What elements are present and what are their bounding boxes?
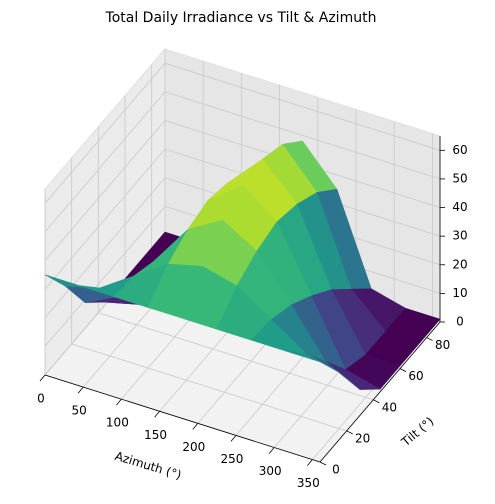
x-tick-label: 100	[106, 416, 129, 430]
x-tick	[230, 435, 237, 442]
x-tick-label: 250	[221, 452, 244, 466]
axis-line	[319, 321, 441, 463]
y-tick	[426, 337, 433, 341]
z-tick-label: 30	[452, 229, 467, 243]
z-grid-line	[44, 91, 166, 233]
x-tick	[39, 374, 46, 382]
z-grid-line	[44, 206, 166, 347]
z-tick-label: 60	[452, 143, 467, 157]
z-tick-label: 50	[452, 171, 467, 185]
y-tick-label: 40	[382, 400, 397, 414]
z-grid-line	[44, 120, 166, 261]
y-tick-label: 80	[435, 338, 450, 352]
x-tick	[77, 386, 84, 394]
y-tick	[373, 399, 380, 404]
y-tick	[319, 461, 327, 466]
z-grid-line	[44, 63, 166, 204]
y-axis-label: Tilt (°)	[398, 414, 437, 449]
axis-line	[44, 374, 321, 463]
x-tick	[192, 423, 199, 430]
chart-title: Total Daily Irradiance vs Tilt & Azimuth	[105, 10, 377, 26]
y-tick-label: 60	[408, 369, 423, 383]
x-tick-label: 50	[72, 404, 87, 418]
z-grid-line	[44, 177, 166, 319]
z-tick-label: 20	[452, 257, 467, 271]
y-grid-line	[71, 343, 347, 432]
z-axis-label: Total	[494, 247, 495, 276]
x-tick	[116, 398, 122, 406]
y-grid-line	[98, 312, 374, 401]
x-tick-label: 350	[297, 476, 320, 490]
z-tick-label: 10	[452, 286, 467, 300]
x-tick-label: 300	[259, 464, 282, 478]
surface-cell	[285, 350, 341, 374]
x-tick	[268, 447, 275, 454]
x-tick	[307, 459, 313, 466]
z-tick-label: 40	[452, 200, 467, 214]
z-tick-label: 0	[456, 315, 464, 329]
y-tick	[399, 368, 407, 373]
x-tick-label: 150	[144, 428, 167, 442]
y-tick-label: 20	[355, 431, 370, 445]
x-tick-label: 200	[182, 440, 205, 454]
z-grid-line	[164, 91, 441, 180]
y-tick	[346, 430, 353, 435]
y-tick-label: 0	[332, 463, 340, 477]
z-grid-line	[164, 62, 441, 151]
x-tick	[154, 410, 160, 418]
x-axis-label: Azimuth (°)	[113, 449, 183, 482]
x-tick-label: 0	[37, 392, 45, 406]
z-grid-line	[44, 148, 166, 290]
